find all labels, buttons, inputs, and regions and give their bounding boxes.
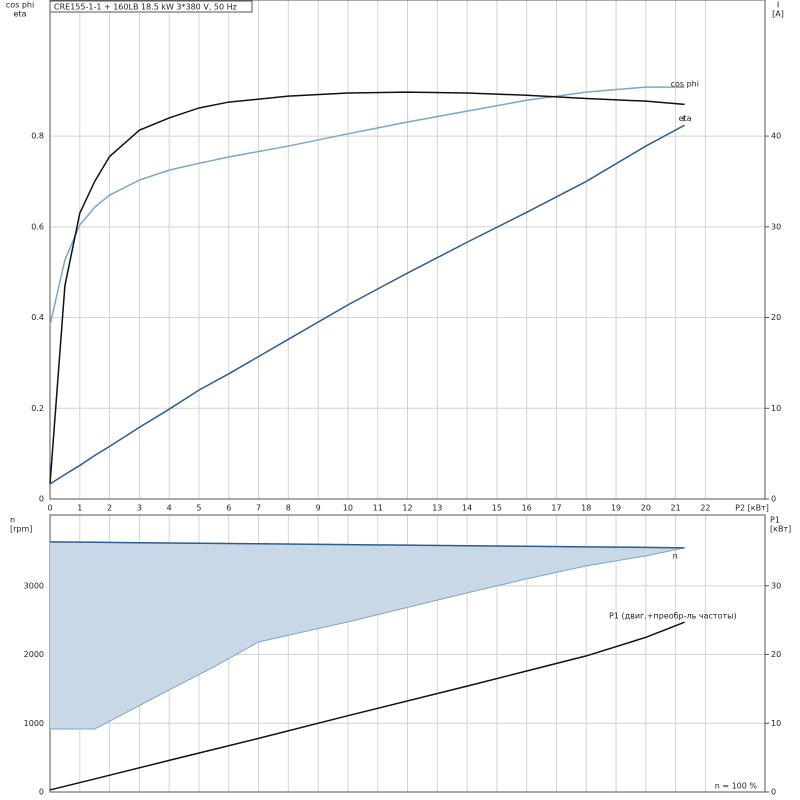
x-tick-label: 20: [641, 504, 651, 513]
annotation: n = 100 %: [715, 782, 758, 791]
x-tick-label: 16: [522, 504, 532, 513]
y2-axis-label: I: [777, 1, 779, 10]
x-tick-label: 8: [286, 504, 291, 513]
series-line: [49, 91, 685, 485]
y2-tick-label: 20: [771, 313, 781, 322]
x-tick-label: 9: [316, 504, 321, 513]
y-tick-label: 0: [39, 495, 44, 504]
x-tick-label: 11: [373, 504, 383, 513]
x-tick-label: 7: [256, 504, 261, 513]
series-line: [49, 621, 685, 791]
x-axis-label: P2 [кВт]: [735, 504, 769, 513]
y2-tick-label: 0: [771, 495, 776, 504]
x-tick-label: 19: [611, 504, 621, 513]
y-tick-label: 2000: [24, 650, 44, 659]
y2-axis-label: [кВт]: [770, 525, 791, 534]
y2-tick-label: 10: [771, 404, 781, 413]
y2-axis-label: [A]: [772, 10, 784, 19]
series-line: [49, 541, 685, 549]
x-tick-label: 2: [107, 504, 112, 513]
y2-tick-label: 0: [771, 788, 776, 797]
series-label: P1 (двиг.+преобр-ль частоты): [609, 612, 737, 621]
x-tick-label: 4: [167, 504, 172, 513]
y-tick-label: 0.8: [31, 132, 44, 141]
y2-tick-label: 30: [771, 581, 781, 590]
x-tick-label: 12: [402, 504, 412, 513]
series-label: n: [673, 551, 678, 560]
band-lower: [50, 547, 685, 730]
y2-tick-label: 10: [771, 719, 781, 728]
band-area: [50, 541, 685, 729]
x-tick-label: 17: [551, 504, 561, 513]
y-tick-label: 0.4: [31, 313, 44, 322]
x-tick-label: 21: [671, 504, 681, 513]
series-label: eta: [679, 114, 692, 123]
y-tick-label: 0: [39, 788, 44, 797]
x-tick-label: 13: [432, 504, 442, 513]
series-line: [49, 124, 685, 485]
x-tick-label: 0: [47, 504, 52, 513]
y-axis-label: n: [10, 516, 15, 525]
y-axis-label: cos phi: [6, 1, 34, 10]
x-tick-label: 22: [700, 504, 710, 513]
y2-tick-label: 40: [771, 132, 781, 141]
y-tick-label: 0.6: [31, 222, 44, 231]
y-axis-label: eta: [14, 10, 27, 19]
x-tick-label: 10: [343, 504, 353, 513]
plot-frame: [49, 0, 766, 500]
y-tick-label: 3000: [24, 581, 44, 590]
x-tick-label: 5: [196, 504, 201, 513]
x-tick-label: 3: [137, 504, 142, 513]
y-axis-label: [rpm]: [10, 525, 32, 534]
x-tick-label: 1: [77, 504, 82, 513]
series-label: cos phi: [671, 80, 699, 89]
x-tick-label: 6: [226, 504, 231, 513]
x-tick-label: 14: [462, 504, 472, 513]
y2-tick-label: 20: [771, 650, 781, 659]
x-tick-label: 15: [492, 504, 502, 513]
y-tick-label: 1000: [24, 719, 44, 728]
series-label: I: [683, 115, 685, 124]
series-line: [49, 86, 685, 326]
x-tick-label: 18: [581, 504, 591, 513]
y2-tick-label: 30: [771, 222, 781, 231]
y-tick-label: 0.2: [31, 404, 44, 413]
chart-title: CRE155-1-1 + 160LB 18.5 kW 3*380 V, 50 H…: [54, 3, 237, 12]
y2-axis-label: P1: [770, 516, 780, 525]
